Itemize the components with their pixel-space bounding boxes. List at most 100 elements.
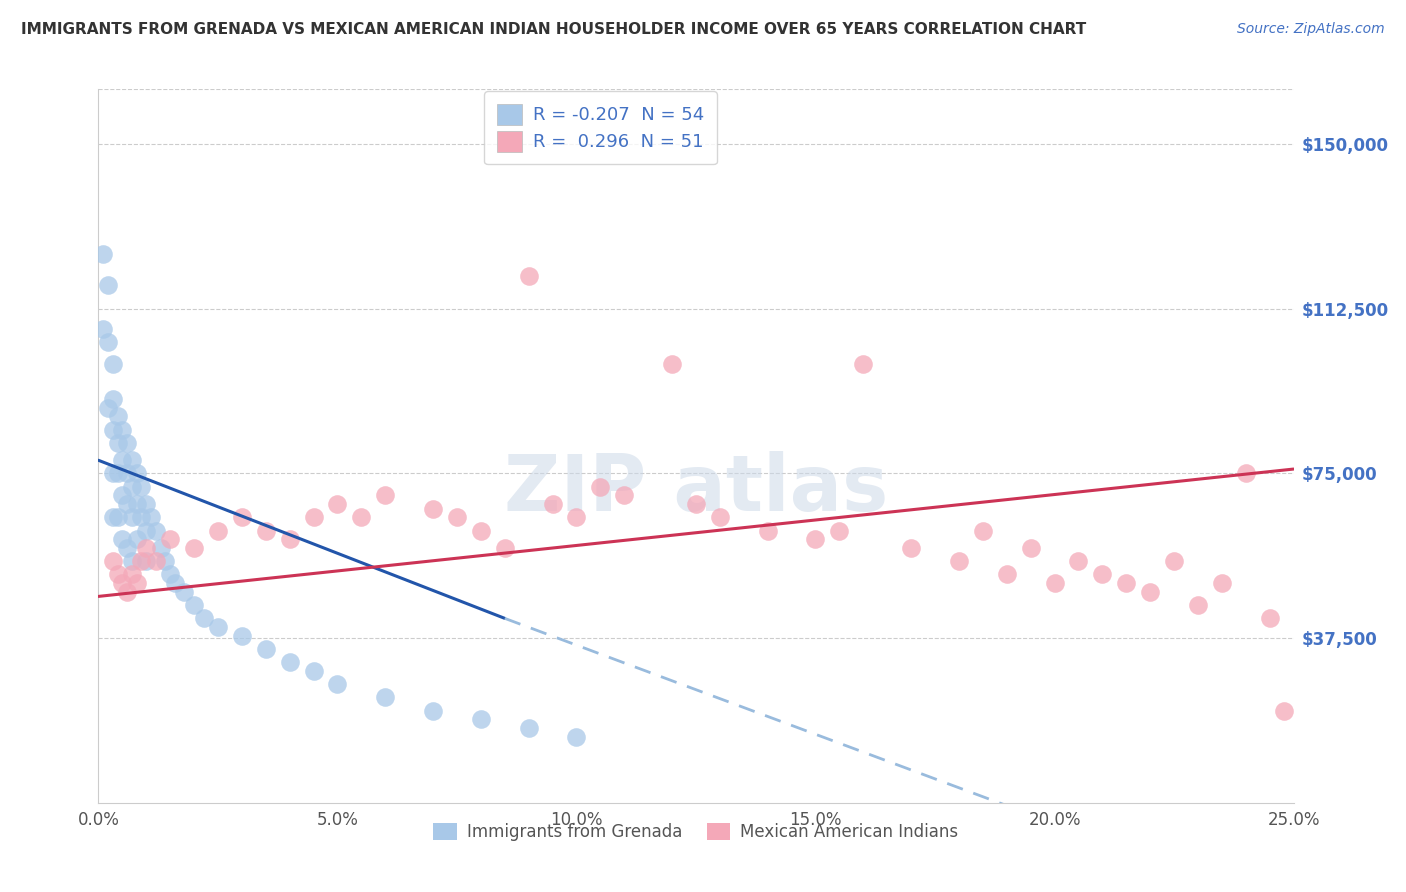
Point: [111, 488, 134, 502]
Point: [1091, 567, 1114, 582]
Point: [111, 576, 134, 591]
Point: [101, 554, 124, 568]
Point: [149, 541, 172, 555]
Point: [470, 712, 492, 726]
Point: [111, 423, 134, 437]
Point: [231, 510, 253, 524]
Point: [115, 467, 138, 481]
Point: [661, 357, 683, 371]
Point: [350, 510, 373, 524]
Point: [1272, 704, 1295, 718]
Point: [948, 554, 970, 568]
Point: [995, 567, 1018, 582]
Point: [374, 690, 396, 705]
Point: [852, 357, 875, 371]
Point: [278, 533, 301, 547]
Point: [121, 480, 143, 494]
Point: [145, 554, 167, 568]
Point: [470, 524, 492, 538]
Point: [541, 497, 564, 511]
Point: [900, 541, 922, 555]
Point: [91, 321, 114, 335]
Point: [709, 510, 731, 524]
Point: [1139, 585, 1161, 599]
Point: [756, 524, 779, 538]
Point: [565, 510, 588, 524]
Text: IMMIGRANTS FROM GRENADA VS MEXICAN AMERICAN INDIAN HOUSEHOLDER INCOME OVER 65 YE: IMMIGRANTS FROM GRENADA VS MEXICAN AMERI…: [21, 22, 1087, 37]
Point: [125, 467, 148, 481]
Point: [107, 567, 129, 582]
Point: [517, 268, 540, 283]
Point: [565, 730, 588, 744]
Point: [111, 533, 134, 547]
Point: [446, 510, 468, 524]
Point: [115, 541, 138, 555]
Point: [121, 567, 143, 582]
Point: [135, 554, 157, 568]
Text: ZIP atlas: ZIP atlas: [503, 450, 889, 527]
Point: [254, 524, 277, 538]
Point: [121, 554, 143, 568]
Point: [1067, 554, 1090, 568]
Point: [207, 524, 229, 538]
Point: [422, 501, 444, 516]
Point: [1163, 554, 1185, 568]
Point: [145, 524, 167, 538]
Point: [254, 642, 277, 657]
Point: [1043, 576, 1066, 591]
Point: [193, 611, 215, 625]
Point: [121, 510, 143, 524]
Point: [97, 277, 120, 292]
Point: [685, 497, 707, 511]
Point: [326, 677, 349, 691]
Point: [1187, 598, 1209, 612]
Point: [131, 510, 153, 524]
Point: [828, 524, 851, 538]
Point: [207, 620, 229, 634]
Point: [115, 585, 138, 599]
Point: [139, 510, 162, 524]
Point: [101, 510, 124, 524]
Point: [125, 533, 148, 547]
Point: [494, 541, 516, 555]
Point: [972, 524, 994, 538]
Point: [135, 541, 157, 555]
Point: [125, 576, 148, 591]
Point: [159, 533, 181, 547]
Point: [107, 510, 129, 524]
Point: [107, 435, 129, 450]
Point: [1234, 467, 1257, 481]
Point: [121, 453, 143, 467]
Legend: Immigrants from Grenada, Mexican American Indians: Immigrants from Grenada, Mexican America…: [426, 816, 966, 848]
Point: [183, 598, 205, 612]
Point: [97, 334, 120, 349]
Point: [115, 435, 138, 450]
Point: [1258, 611, 1281, 625]
Point: [231, 629, 253, 643]
Point: [422, 704, 444, 718]
Point: [131, 554, 153, 568]
Text: Source: ZipAtlas.com: Source: ZipAtlas.com: [1237, 22, 1385, 37]
Point: [155, 554, 177, 568]
Point: [111, 453, 134, 467]
Point: [1211, 576, 1233, 591]
Point: [107, 409, 129, 424]
Point: [131, 480, 153, 494]
Point: [135, 524, 157, 538]
Point: [97, 401, 120, 415]
Point: [101, 467, 124, 481]
Point: [173, 585, 195, 599]
Point: [101, 357, 124, 371]
Point: [517, 721, 540, 735]
Point: [613, 488, 636, 502]
Point: [302, 510, 325, 524]
Point: [115, 497, 138, 511]
Point: [326, 497, 349, 511]
Point: [302, 664, 325, 678]
Point: [159, 567, 181, 582]
Point: [125, 497, 148, 511]
Point: [278, 655, 301, 669]
Point: [101, 423, 124, 437]
Point: [183, 541, 205, 555]
Point: [107, 467, 129, 481]
